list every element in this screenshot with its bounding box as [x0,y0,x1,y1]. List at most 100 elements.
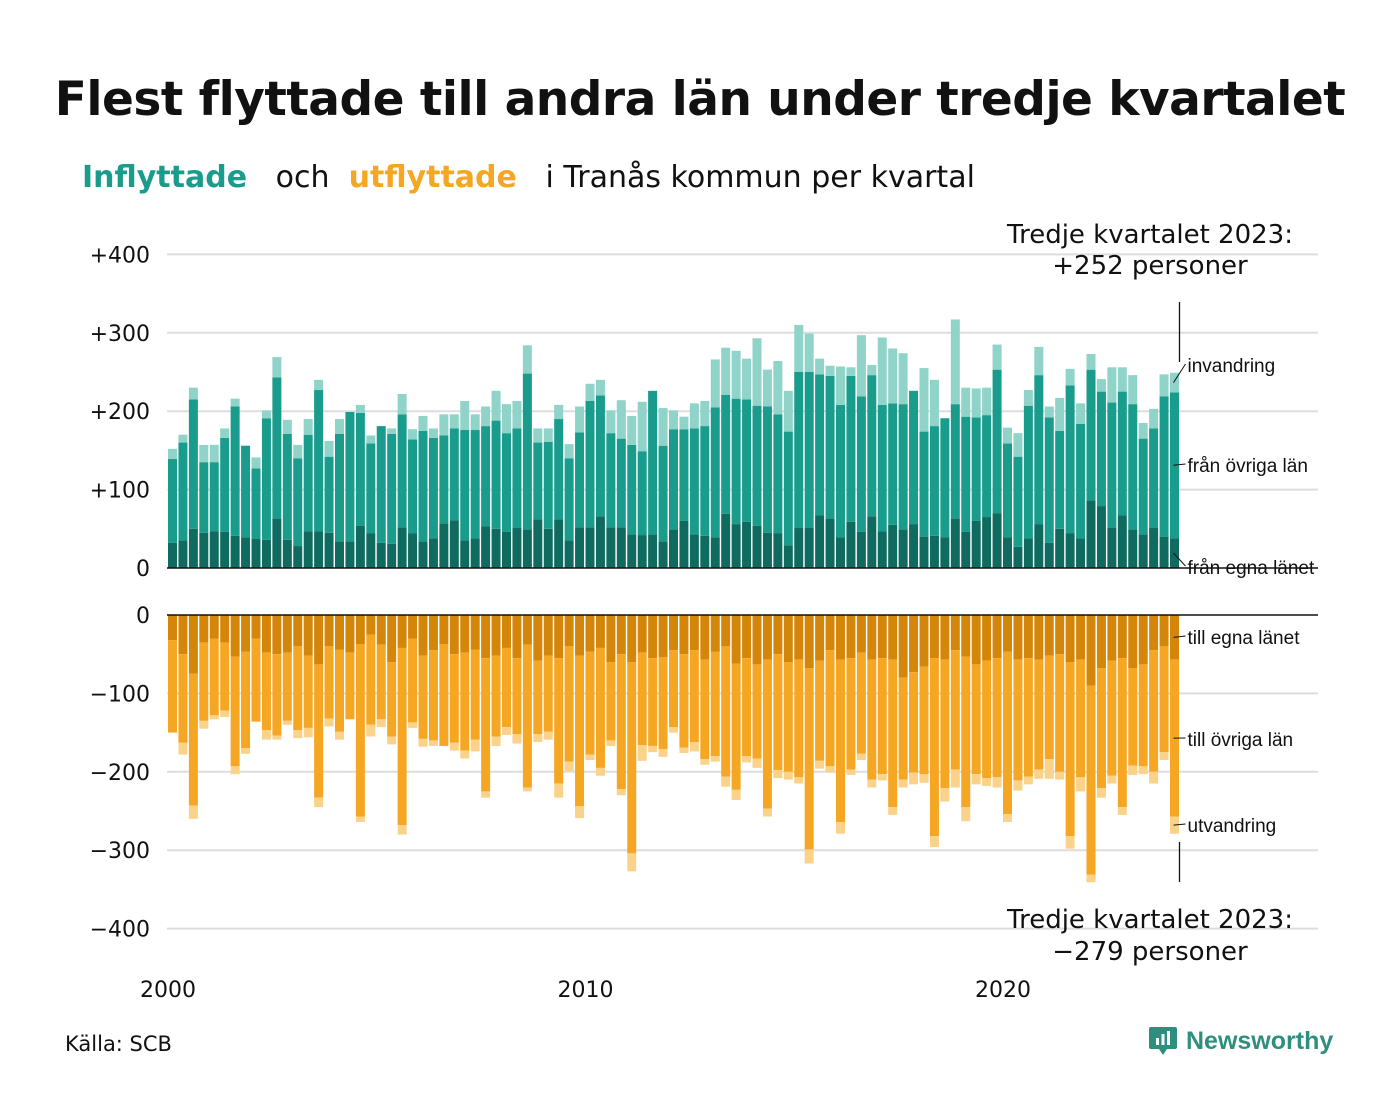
bar-segment-top [1096,506,1106,568]
bar-segment-bottom [929,615,939,659]
bar-segment-top [679,416,689,430]
bar-segment-bottom [742,756,752,763]
brand-logo[interactable]: Newsworthy [1148,1024,1333,1058]
bar-segment-bottom [502,647,511,728]
bar-segment-bottom [1107,775,1117,784]
bar-segment-bottom [512,734,522,744]
bar-segment-top [1003,427,1012,444]
bar-segment-bottom [1128,765,1138,775]
bar-segment-bottom [783,771,793,780]
bar-segment-top [836,404,845,538]
bar-segment-top [303,531,313,568]
bar-segment-bottom [595,767,605,776]
subtitle-and-word: och [275,160,330,195]
bar-segment-top [971,388,981,418]
bar-segment-bottom [533,660,543,735]
bar-segment-top [982,415,992,518]
bar-segment-top [627,534,637,568]
bar-segment-bottom [1128,668,1138,766]
bar-segment-top [397,527,407,568]
bar-segment-bottom [616,789,626,796]
bar-segment-bottom [773,770,783,779]
bar-segment-bottom [512,615,522,659]
bar-segment-top [1128,529,1138,568]
bar-segment-top [387,433,397,544]
bar-segment-bottom [877,615,887,659]
bar-segment-bottom [940,788,950,802]
bar-segment-top [1065,368,1075,386]
bar-segment-top [825,518,835,568]
bar-segment-top [867,375,877,517]
bar-segment-top [1159,374,1169,397]
bar-segment-bottom [418,738,428,747]
bar-segment-top [470,430,480,539]
bar-segment-top [877,404,887,532]
bar-segment-top [1013,456,1023,547]
bar-segment-bottom [919,615,929,667]
bar-segment-bottom [324,646,334,719]
bar-segment-bottom [428,650,438,741]
bar-segment-top [460,540,470,568]
bar-segment-top [888,524,898,568]
bar-segment-top [1023,538,1033,568]
bar-segment-top [199,532,209,568]
bar-segment-top [909,390,919,525]
series-label-bottom: till egna länet [1188,628,1301,649]
bar-segment-top [1003,443,1012,538]
bar-segment-bottom [762,808,772,817]
bar-segment-top [595,395,605,517]
bar-segment-top [460,430,470,541]
bar-segment-top [585,401,595,528]
bar-segment-top [606,410,616,434]
bar-segment-top [564,444,574,459]
bar-segment-top [1055,430,1065,529]
bar-segment-top [408,429,418,440]
bar-segment-top [460,401,470,431]
bar-segment-bottom [825,650,835,767]
bar-segment-top [783,390,793,432]
bar-segment-bottom [742,658,752,757]
bar-segment-top [731,524,741,568]
bar-segment-top [669,429,678,530]
bar-segment-bottom [898,677,908,780]
bar-segment-top [491,420,501,529]
labels: +400 +300 +200 +100 0 0 −100 −200 −300 −400 2000 20… [90,220,1315,1003]
bar-segment-top [575,432,585,528]
bar-segment-bottom [616,654,626,790]
bar-segment-bottom [1138,766,1148,775]
bar-segment-bottom [825,766,835,773]
bar-segment-top [355,412,365,526]
bar-segment-bottom [867,615,877,660]
bar-segment-top [543,441,553,529]
bar-segment-top [533,519,543,568]
bar-segment-top [502,404,511,434]
bar-segment-top [345,541,355,568]
bar-segment-bottom [762,615,772,660]
y-tick-label-top: 0 [136,557,150,582]
bar-segment-top [595,379,605,396]
bar-segment-top [825,365,835,376]
bar-segment-top [282,433,292,540]
bar-segment-top [971,417,981,521]
bar-segment-top [241,445,251,538]
bar-segment-top [856,531,866,568]
bar-segment-bottom [387,662,397,737]
bar-segment-top [888,403,898,525]
bar-segment-bottom [220,615,230,643]
bar-segment-top [773,361,783,415]
bar-segment-bottom [825,615,835,651]
bar-segment-bottom [460,750,470,759]
bar-segment-bottom [230,615,240,657]
bar-segment-top [1044,406,1054,418]
bar-segment-bottom [1044,759,1054,779]
subtitle-in-word: Inflyttade [82,160,248,195]
bar-segment-bottom [585,651,595,755]
bar-segment-bottom [554,615,564,659]
bar-segment-top [762,532,772,568]
bar-segment-bottom [794,615,804,660]
bar-segment-top [721,394,731,514]
bar-segment-top [898,404,908,530]
bar-segment-bottom [408,722,418,728]
bar-segment-top [1044,542,1054,568]
subtitle-rest: i Tranås kommun per kvartal [545,160,975,195]
